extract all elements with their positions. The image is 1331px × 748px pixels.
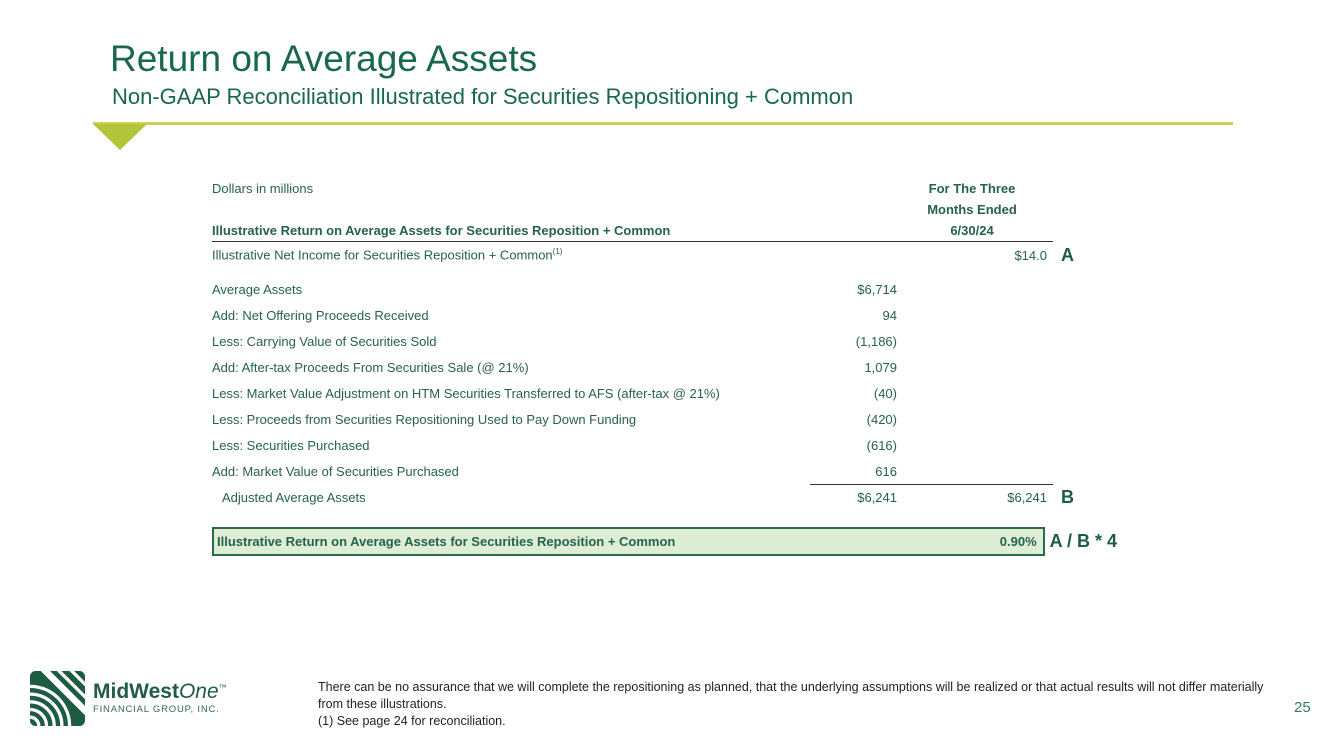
page-subtitle: Non-GAAP Reconciliation Illustrated for … bbox=[112, 84, 853, 110]
table-header-row-1: Dollars in millions For The Three bbox=[212, 178, 1053, 199]
result-row: Illustrative Return on Average Assets fo… bbox=[212, 527, 1117, 556]
net-income-value: $14.0 bbox=[897, 248, 1053, 263]
table-header-row-3: Illustrative Return on Average Assets fo… bbox=[212, 220, 1053, 241]
logo-brand-name: MidWestOne™ bbox=[93, 677, 227, 703]
footer-disclaimer: There can be no assurance that we will c… bbox=[318, 679, 1283, 730]
total-value-1: $6,241 bbox=[752, 490, 897, 505]
total-value-2: $6,241 bbox=[897, 490, 1053, 505]
table-row: Add: Market Value of Securities Purchase… bbox=[212, 458, 1117, 484]
company-logo: MidWestOne™ FINANCIAL GROUP, INC. bbox=[30, 671, 227, 731]
total-row: Adjusted Average Assets $6,241 $6,241 B bbox=[212, 484, 1117, 510]
highlighted-result-box: Illustrative Return on Average Assets fo… bbox=[212, 527, 1045, 556]
table-row: Less: Proceeds from Securities Repositio… bbox=[212, 406, 1117, 432]
footnote-marker: (1) bbox=[553, 247, 563, 256]
table-row: Less: Securities Purchased (616) bbox=[212, 432, 1117, 458]
subtotal-rule bbox=[810, 484, 1053, 485]
result-label: Illustrative Return on Average Assets fo… bbox=[214, 534, 887, 549]
logo-text: MidWestOne™ FINANCIAL GROUP, INC. bbox=[93, 671, 227, 731]
spacer bbox=[212, 268, 1117, 276]
table-header-label: Illustrative Return on Average Assets fo… bbox=[212, 223, 752, 238]
units-note: Dollars in millions bbox=[212, 181, 752, 196]
table-row: Less: Market Value Adjustment on HTM Sec… bbox=[212, 380, 1117, 406]
footnote-text: (1) See page 24 for reconciliation. bbox=[318, 713, 1283, 730]
accent-triangle-marker bbox=[93, 124, 147, 150]
page-number: 25 bbox=[1294, 699, 1311, 716]
table-row: Add: Net Offering Proceeds Received 94 bbox=[212, 302, 1117, 328]
table-header-row-2: Months Ended bbox=[212, 199, 1053, 220]
table-row: Average Assets $6,714 bbox=[212, 276, 1117, 302]
period-header-line2: Months Ended bbox=[897, 202, 1053, 217]
table-row: Less: Carrying Value of Securities Sold … bbox=[212, 328, 1117, 354]
slide: Return on Average Assets Non-GAAP Reconc… bbox=[0, 0, 1331, 748]
trademark-symbol: ™ bbox=[219, 683, 227, 692]
table-header-date: 6/30/24 bbox=[897, 223, 1053, 238]
period-header-line1: For The Three bbox=[897, 181, 1053, 196]
accent-divider-line bbox=[93, 122, 1233, 125]
midwestone-logo-icon bbox=[30, 671, 85, 731]
logo-sub-text: FINANCIAL GROUP, INC. bbox=[93, 704, 227, 715]
ref-letter-b: B bbox=[1053, 487, 1117, 508]
reconciliation-table: Dollars in millions For The Three Months… bbox=[212, 178, 1117, 556]
disclaimer-text: There can be no assurance that we will c… bbox=[318, 679, 1283, 712]
table-header-block: Dollars in millions For The Three Months… bbox=[212, 178, 1053, 242]
ref-letter-a: A bbox=[1053, 245, 1117, 266]
result-formula: A / B * 4 bbox=[1045, 531, 1117, 552]
total-label: Adjusted Average Assets bbox=[212, 490, 752, 505]
page-title: Return on Average Assets bbox=[110, 38, 537, 80]
result-value: 0.90% bbox=[887, 534, 1043, 549]
table-row: Add: After-tax Proceeds From Securities … bbox=[212, 354, 1117, 380]
net-income-row: Illustrative Net Income for Securities R… bbox=[212, 242, 1117, 268]
net-income-label: Illustrative Net Income for Securities R… bbox=[212, 247, 752, 262]
